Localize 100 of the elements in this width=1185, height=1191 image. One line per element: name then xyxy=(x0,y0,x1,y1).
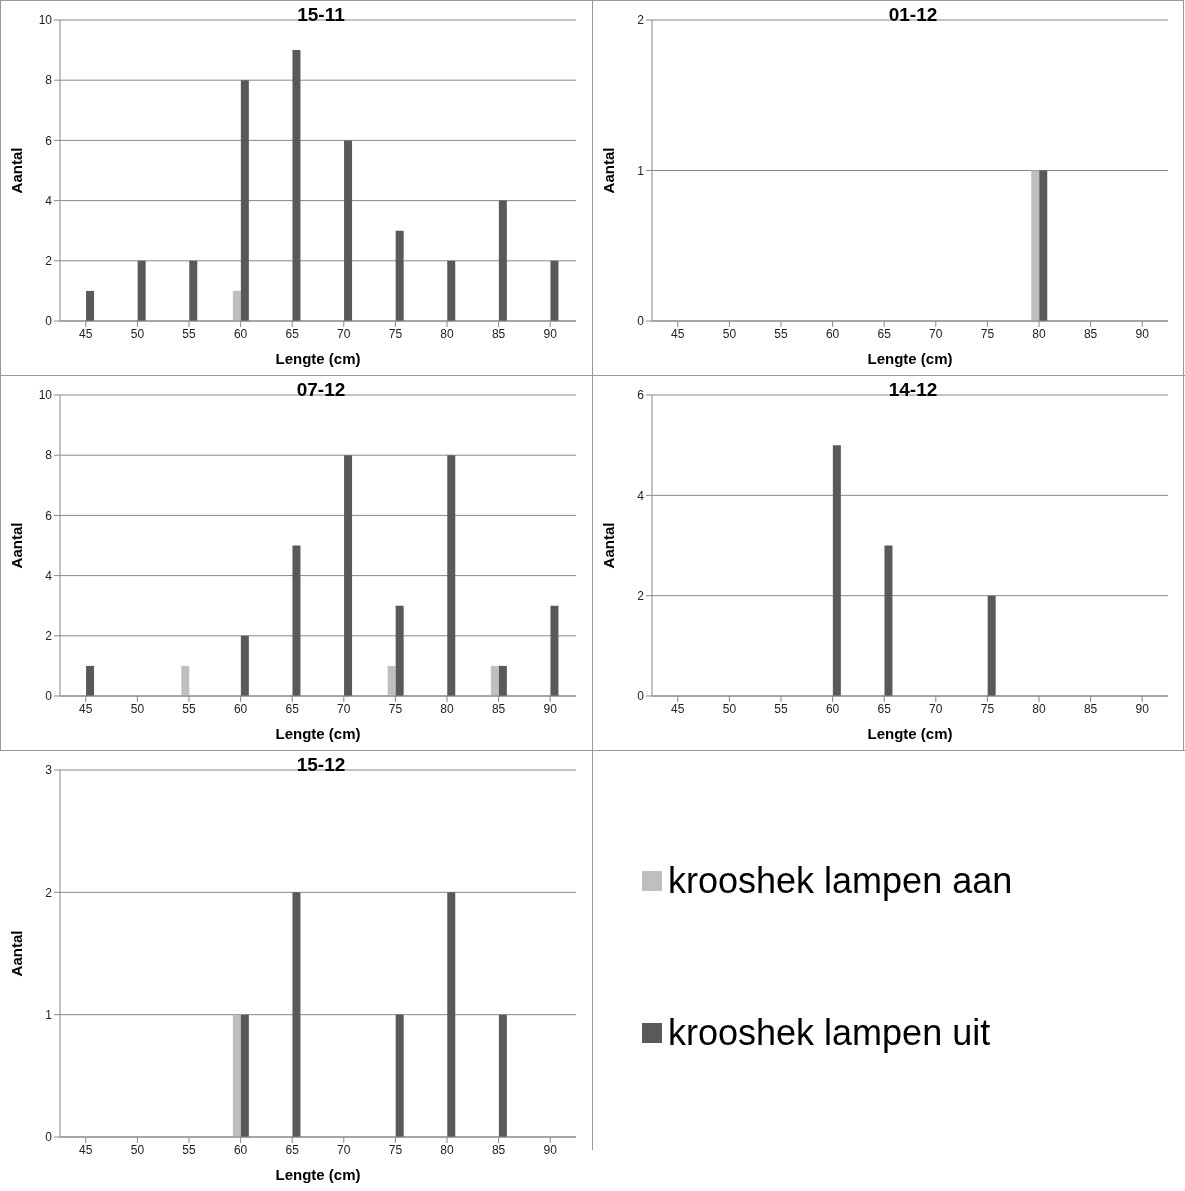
x-tick-label: 65 xyxy=(285,1142,300,1157)
x-axis-title: Lengte (cm) xyxy=(275,725,361,742)
bar xyxy=(498,200,507,321)
x-axis-title: Lengte (cm) xyxy=(275,1166,361,1183)
y-tick-label: 0 xyxy=(45,689,53,704)
y-tick-label: 6 xyxy=(637,388,645,403)
bar xyxy=(395,230,404,321)
x-tick-label: 60 xyxy=(825,326,840,341)
y-axis-title: Aantal xyxy=(8,522,26,569)
y-axis-title: Aantal xyxy=(8,147,26,194)
bar xyxy=(344,455,353,696)
y-axis-title: Aantal xyxy=(600,147,618,194)
y-tick-label: 1 xyxy=(637,163,645,178)
x-tick-label: 60 xyxy=(233,701,248,716)
x-tick-label: 80 xyxy=(440,701,454,716)
bar xyxy=(86,290,95,321)
y-axis-title: Aantal xyxy=(600,522,618,569)
x-tick-label: 65 xyxy=(877,326,892,341)
x-tick-label: 50 xyxy=(722,326,737,341)
x-tick-label: 45 xyxy=(79,701,93,716)
x-tick-label: 85 xyxy=(1083,701,1098,716)
chart-title: 07-12 xyxy=(295,379,347,401)
x-tick-label: 70 xyxy=(929,701,943,716)
y-tick-label: 6 xyxy=(45,508,53,523)
x-tick-label: 50 xyxy=(130,1142,145,1157)
bar xyxy=(490,665,499,696)
y-axis-title: Aantal xyxy=(8,930,26,977)
x-tick-label: 75 xyxy=(388,326,403,341)
y-tick-label: 8 xyxy=(45,73,53,88)
bar xyxy=(447,260,456,321)
bar xyxy=(240,635,249,696)
y-tick-label: 0 xyxy=(637,689,645,704)
x-tick-label: 90 xyxy=(1135,701,1150,716)
bar xyxy=(137,260,146,321)
x-tick-label: 50 xyxy=(130,701,145,716)
x-tick-label: 65 xyxy=(285,701,300,716)
chart-title: 15-12 xyxy=(295,754,347,776)
y-tick-label: 4 xyxy=(45,568,53,583)
bar xyxy=(550,260,559,321)
y-tick-label: 3 xyxy=(45,763,53,778)
bar xyxy=(232,290,241,321)
x-tick-label: 75 xyxy=(980,326,995,341)
x-tick-label: 80 xyxy=(440,1142,454,1157)
x-tick-label: 55 xyxy=(182,326,196,341)
bar xyxy=(395,605,404,696)
x-tick-label: 85 xyxy=(491,1142,506,1157)
y-tick-label: 0 xyxy=(45,1130,53,1145)
chart-title: 14-12 xyxy=(887,379,939,401)
bar xyxy=(189,260,198,321)
x-tick-label: 55 xyxy=(182,1142,196,1157)
y-tick-label: 8 xyxy=(45,448,53,463)
x-tick-label: 80 xyxy=(1032,701,1046,716)
x-tick-label: 75 xyxy=(388,1142,403,1157)
legend-label: krooshek lampen aan xyxy=(668,860,1013,902)
x-tick-label: 75 xyxy=(980,701,995,716)
x-tick-label: 55 xyxy=(182,701,196,716)
x-tick-label: 65 xyxy=(877,701,892,716)
x-tick-label: 85 xyxy=(491,701,506,716)
x-tick-label: 90 xyxy=(543,701,558,716)
bar xyxy=(498,665,507,696)
x-axis-title: Lengte (cm) xyxy=(275,350,361,367)
y-tick-label: 6 xyxy=(45,133,53,148)
legend-label: krooshek lampen uit xyxy=(668,1012,991,1054)
y-tick-label: 2 xyxy=(637,588,645,603)
bar xyxy=(884,545,893,696)
x-tick-label: 50 xyxy=(722,701,737,716)
y-tick-label: 10 xyxy=(38,388,53,403)
x-tick-label: 80 xyxy=(440,326,454,341)
y-tick-label: 0 xyxy=(637,314,645,329)
x-tick-label: 45 xyxy=(671,701,685,716)
x-axis-title: Lengte (cm) xyxy=(867,725,953,742)
x-tick-label: 45 xyxy=(671,326,685,341)
x-tick-label: 90 xyxy=(543,326,558,341)
x-tick-label: 45 xyxy=(79,1142,93,1157)
chart-title: 01-12 xyxy=(887,4,939,26)
chart-title: 15-11 xyxy=(296,4,346,26)
x-tick-label: 90 xyxy=(1135,326,1150,341)
y-tick-label: 2 xyxy=(45,254,53,269)
y-tick-label: 4 xyxy=(637,488,645,503)
x-tick-label: 70 xyxy=(337,701,351,716)
y-tick-label: 10 xyxy=(38,13,53,28)
x-tick-label: 50 xyxy=(130,326,145,341)
x-tick-label: 85 xyxy=(491,326,506,341)
x-tick-label: 75 xyxy=(388,701,403,716)
x-tick-label: 80 xyxy=(1032,326,1046,341)
y-tick-label: 4 xyxy=(45,193,53,208)
bar xyxy=(181,665,190,696)
bar xyxy=(240,80,249,321)
x-axis-title: Lengte (cm) xyxy=(867,350,953,367)
x-tick-label: 70 xyxy=(337,1142,351,1157)
x-tick-label: 60 xyxy=(233,326,248,341)
x-tick-label: 85 xyxy=(1083,326,1098,341)
x-tick-label: 90 xyxy=(543,1142,558,1157)
x-tick-label: 65 xyxy=(285,326,300,341)
bar xyxy=(832,445,841,696)
bar xyxy=(292,545,301,696)
bar xyxy=(86,665,95,696)
y-tick-label: 0 xyxy=(45,314,53,329)
x-tick-label: 45 xyxy=(79,326,93,341)
x-tick-label: 60 xyxy=(233,1142,248,1157)
